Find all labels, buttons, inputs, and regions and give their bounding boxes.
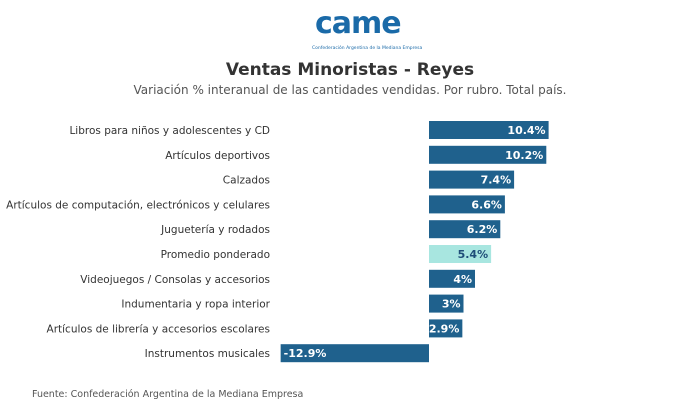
logo-tagline: Confederación Argentina de la Mediana Em…: [312, 46, 423, 51]
value-label: 4%: [453, 273, 472, 286]
value-label: 5.4%: [458, 248, 489, 261]
category-label: Artículos deportivos: [165, 150, 270, 162]
category-label: Artículos de computación, electrónicos y…: [6, 199, 270, 211]
value-label: 10.2%: [505, 149, 543, 162]
category-label: Videojuegos / Consolas y accesorios: [80, 274, 270, 286]
value-label: 6.6%: [471, 198, 502, 211]
value-label: -12.9%: [284, 347, 327, 360]
category-label: Juguetería y rodados: [160, 224, 270, 236]
chart-subtitle: Variación % interanual de las cantidades…: [133, 83, 567, 97]
bar: [429, 121, 549, 139]
bar: [429, 145, 547, 164]
bar: [429, 245, 492, 263]
category-label: Libros para niños y adolescentes y CD: [69, 125, 270, 137]
value-label: 6.2%: [467, 223, 498, 236]
source-note: Fuente: Confederación Argentina de la Me…: [32, 389, 304, 400]
category-label: Indumentaria y ropa interior: [121, 299, 270, 311]
bar: [429, 269, 475, 288]
category-label: Calzados: [223, 175, 270, 187]
bar: [429, 294, 464, 313]
bar: [429, 170, 515, 189]
bar: [429, 195, 505, 214]
logo-wordmark: came: [315, 6, 402, 41]
value-label: 7.4%: [481, 174, 512, 187]
category-label: Instrumentos musicales: [145, 348, 270, 360]
came-logo: came Confederación Argentina de la Media…: [312, 6, 422, 56]
bar: [429, 220, 501, 239]
bar: [429, 319, 463, 338]
value-label: 10.4%: [507, 124, 545, 137]
value-label: 2.9%: [429, 322, 460, 335]
bar: [280, 344, 429, 363]
category-label: Artículos de librería y accesorios escol…: [47, 323, 270, 335]
chart-title: Ventas Minoristas - Reyes: [225, 60, 475, 80]
value-label: 3%: [442, 298, 461, 311]
category-label: Promedio ponderado: [161, 249, 270, 261]
